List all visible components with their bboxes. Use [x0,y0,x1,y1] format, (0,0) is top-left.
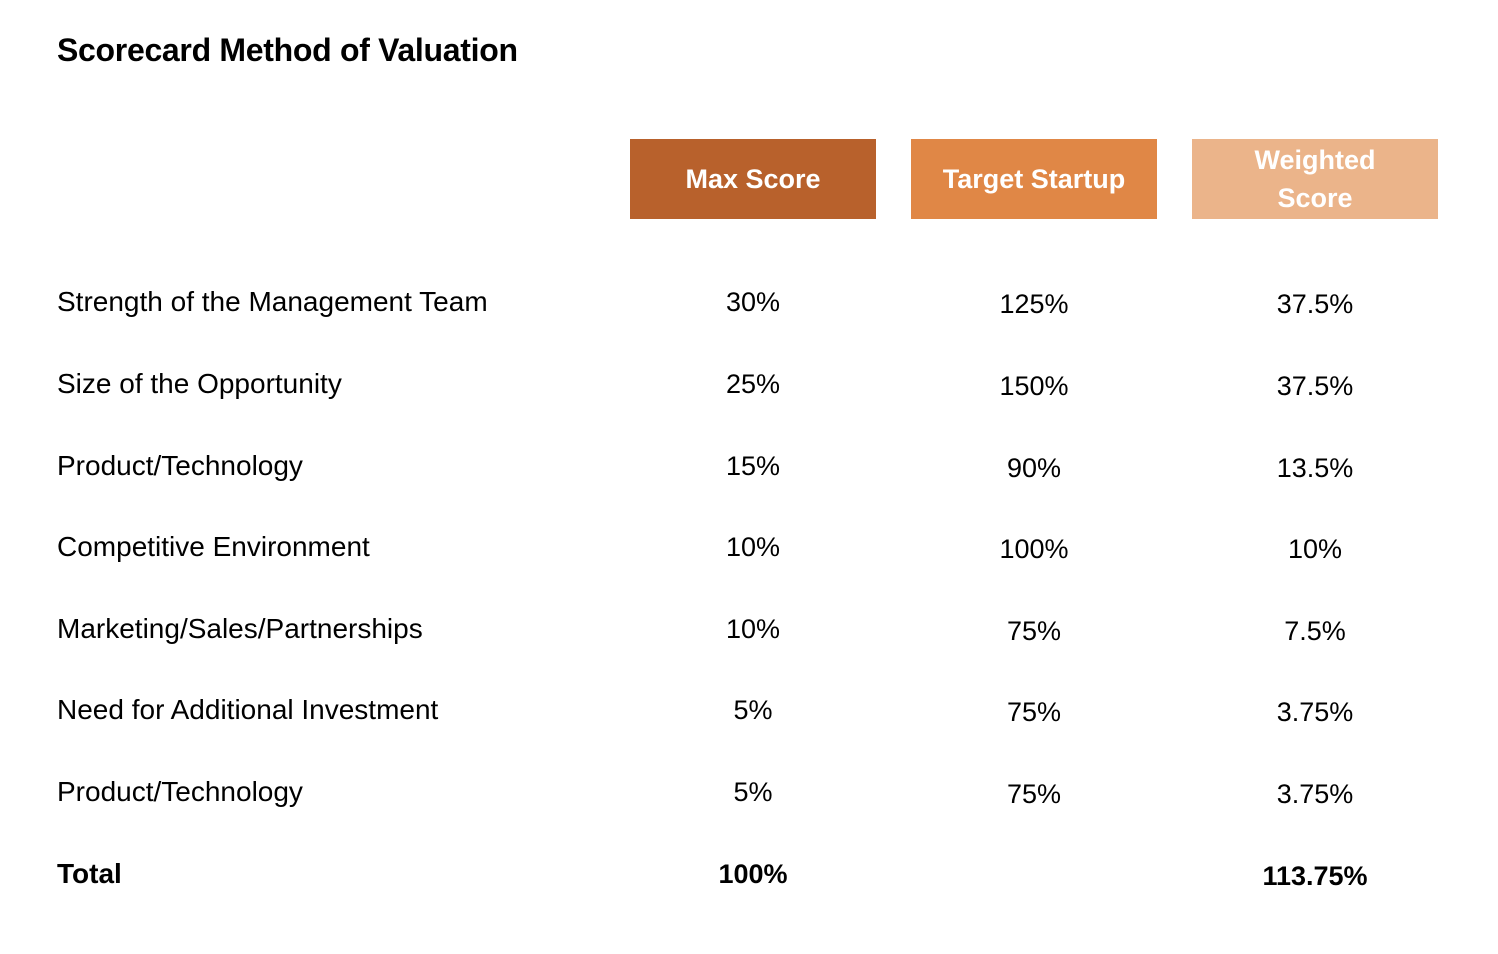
target-startup-value: 75% [1006,697,1062,727]
target-startup-value: 125% [999,289,1069,319]
weighted-score-value: 37.5% [1276,289,1354,319]
column-header-max-score: Max Score [630,139,876,219]
factor-label: Size of the Opportunity [57,368,342,399]
target-startup-value: 75% [1006,616,1062,646]
weighted-score-value: 3.75% [1276,779,1354,809]
weighted-score-value: 37.5% [1276,371,1354,401]
factor-label: Strength of the Management Team [57,286,488,317]
page-title: Scorecard Method of Valuation [57,32,518,68]
table-row: Product/Technology 15% 90% 13.5% [0,446,1498,486]
max-score-value: 15% [725,451,781,481]
column-header-target-startup: Target Startup [911,139,1157,219]
table-row: Marketing/Sales/Partnerships 10% 75% 7.5… [0,609,1498,649]
max-score-value: 25% [725,369,781,399]
max-score-value: 10% [725,614,781,644]
factor-label: Need for Additional Investment [57,694,439,725]
factor-label: Marketing/Sales/Partnerships [57,613,423,644]
factor-label: Competitive Environment [57,531,370,562]
column-header-label: Weighted Score [1254,145,1376,213]
weighted-score-value: 10% [1287,534,1343,564]
max-score-value: 10% [725,532,781,562]
target-startup-value: 100% [999,534,1069,564]
table-row: Need for Additional Investment 5% 75% 3.… [0,690,1498,730]
max-score-value: 5% [733,695,773,725]
target-startup-value: 75% [1006,779,1062,809]
total-row: Total 100% 113.75% [0,854,1498,894]
table-row: Product/Technology 5% 75% 3.75% [0,772,1498,812]
column-header-label: Target Startup [942,164,1126,194]
target-startup-value: 90% [1006,453,1062,483]
max-score-value: 30% [725,287,781,317]
weighted-score-value: 3.75% [1276,697,1354,727]
max-score-value: 5% [733,777,773,807]
total-label: Total [57,858,122,889]
weighted-score-value: 13.5% [1276,453,1354,483]
factor-label: Product/Technology [57,450,303,481]
table-row: Strength of the Management Team 30% 125%… [0,282,1498,322]
table-row: Size of the Opportunity 25% 150% 37.5% [0,364,1498,404]
factor-label: Product/Technology [57,776,303,807]
table-row: Competitive Environment 10% 100% 10% [0,527,1498,567]
target-startup-value: 150% [999,371,1069,401]
column-header-weighted-score: Weighted Score [1192,139,1438,219]
column-header-label: Max Score [685,164,821,194]
weighted-score-value: 7.5% [1284,616,1346,646]
total-max-score-value: 100% [718,859,788,889]
total-weighted-score-value: 113.75% [1262,861,1368,891]
